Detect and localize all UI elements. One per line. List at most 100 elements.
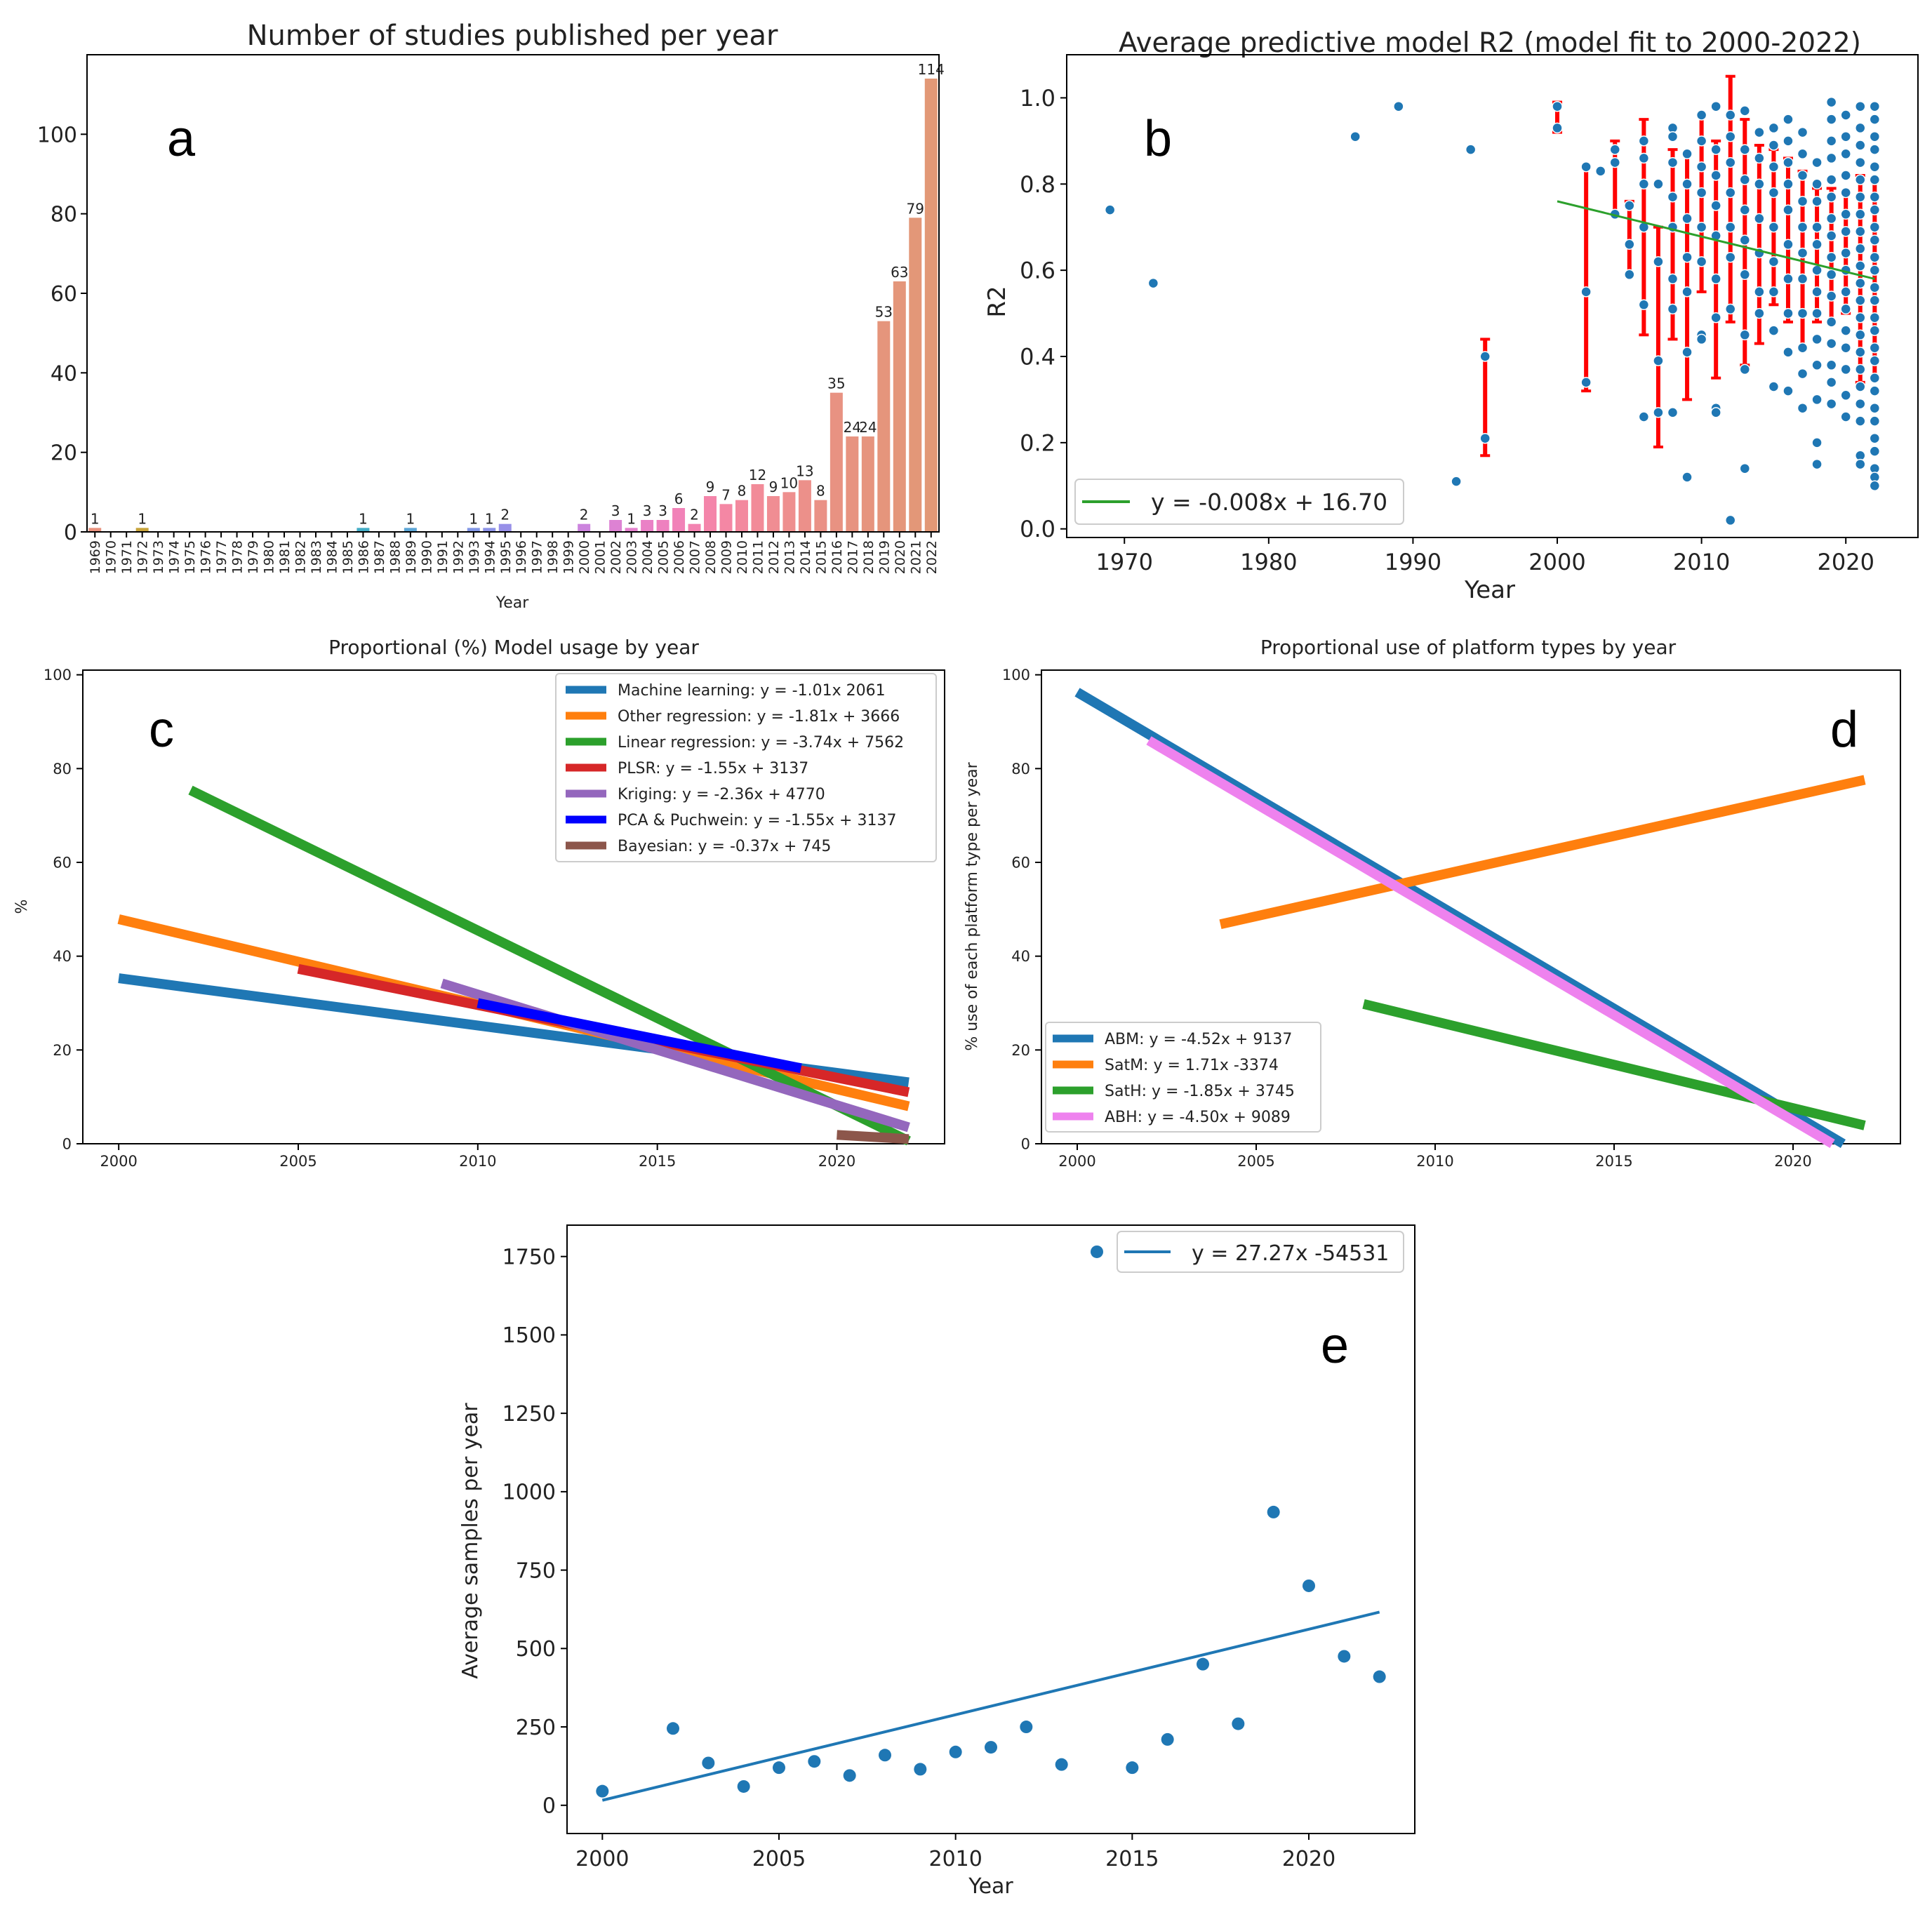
- panel-d-ylabel: % use of each platform type per year: [964, 761, 981, 1050]
- panel-c-ytick-label: 60: [53, 855, 72, 871]
- panel-b-point: [1465, 144, 1477, 155]
- panel-b-point: [1825, 290, 1837, 302]
- panel-a-xtick-label: 1972: [135, 540, 151, 574]
- panel-c-legend-label: Linear regression: y = -3.74x + 7562: [618, 734, 904, 752]
- panel-b-point: [1739, 462, 1751, 474]
- panel-a-bar: [135, 528, 149, 532]
- panel-b-point: [1754, 213, 1765, 225]
- panel-b-point: [1783, 178, 1794, 190]
- panel-b-legend: y = -0.008x + 16.70: [1074, 479, 1404, 525]
- panel-b-point: [1869, 446, 1881, 457]
- panel-a-bar-label: 24: [859, 419, 877, 436]
- panel-b-point: [1667, 303, 1679, 315]
- panel-a-xtick-label: 1983: [309, 540, 324, 574]
- panel-b-point: [1696, 256, 1707, 267]
- panel-b-point: [1840, 286, 1851, 298]
- panel-b-point: [1638, 135, 1650, 147]
- panel-b: Average predictive model R2 (model fit t…: [983, 27, 1919, 604]
- panel-b-ytick-label: 1.0: [1020, 85, 1055, 112]
- panel-b-point: [1653, 178, 1664, 190]
- panel-a-xtick-label: 1985: [340, 540, 356, 574]
- panel-b-point: [1855, 347, 1866, 358]
- panel-b-point: [1869, 114, 1881, 125]
- panel-a-bar: [641, 520, 654, 532]
- panel-c-xtick-label: 2015: [639, 1153, 676, 1170]
- panel-b-point: [1811, 265, 1823, 276]
- panel-b-point: [1350, 131, 1361, 142]
- panel-a-xtick-label: 2004: [640, 540, 655, 574]
- panel-b-title: Average predictive model R2 (model fit t…: [1119, 27, 1861, 59]
- panel-e-ytick-label: 1750: [502, 1245, 556, 1269]
- panel-b-point: [1825, 251, 1837, 263]
- panel-b-point: [1681, 347, 1693, 358]
- panel-a-xtick-label: 1971: [119, 540, 135, 574]
- panel-b-point: [1869, 265, 1881, 276]
- panel-b-point: [1797, 247, 1808, 259]
- panel-b-ytick-label: 0.0: [1020, 516, 1055, 542]
- panel-e-ytick-label: 750: [516, 1558, 556, 1583]
- panel-c-legend-label: PCA & Puchwein: y = -1.55x + 3137: [618, 812, 896, 829]
- panel-b-point: [1797, 221, 1808, 233]
- panel-b-point: [1724, 251, 1736, 263]
- panel-d-series-line: [1074, 688, 1846, 1149]
- panel-b-point: [1797, 148, 1808, 160]
- panel-b-point: [1710, 273, 1721, 285]
- panel-d: Proportional use of platform types by ye…: [964, 636, 1901, 1170]
- panel-b-legend-box: [1074, 479, 1404, 525]
- panel-c-xtick-label: 2000: [100, 1153, 137, 1170]
- panel-b-point: [1869, 432, 1881, 444]
- panel-a-bar: [704, 496, 717, 532]
- panel-b-point: [1855, 140, 1866, 151]
- panel-e-ytick-label: 1000: [502, 1481, 556, 1505]
- panel-b-point: [1724, 187, 1736, 199]
- panel-b-point: [1739, 174, 1751, 185]
- panel-a-xtick-label: 2016: [830, 540, 845, 574]
- panel-b-point: [1768, 381, 1780, 392]
- panel-b-point: [1667, 191, 1679, 203]
- panel-c-ylabel: %: [13, 900, 31, 914]
- panel-a-title: Number of studies published per year: [247, 20, 778, 52]
- panel-b-point: [1754, 286, 1765, 298]
- panel-b-point: [1479, 351, 1491, 362]
- panel-b-point: [1855, 363, 1866, 375]
- panel-b-point: [1783, 347, 1794, 358]
- panel-d-ytick-label: 20: [1011, 1042, 1030, 1059]
- panel-b-point: [1724, 221, 1736, 233]
- panel-a-bar-label: 2: [580, 507, 589, 523]
- panel-b-point: [1739, 269, 1751, 281]
- panel-b-point: [1768, 221, 1780, 233]
- panel-a-xtick-label: 2013: [782, 540, 797, 574]
- panel-b-point: [1855, 398, 1866, 410]
- panel-b-point: [1739, 105, 1751, 116]
- panel-a-xtick-label: 2018: [861, 540, 877, 574]
- panel-a-bar-label: 9: [706, 479, 715, 495]
- panel-a-xtick-label: 2009: [719, 540, 735, 574]
- panel-b-point: [1855, 277, 1866, 289]
- panel-d-xtick-label: 2015: [1595, 1153, 1632, 1170]
- panel-a-bar-label: 1: [469, 510, 478, 527]
- panel-b-point: [1681, 472, 1693, 483]
- panel-a-xtick-label: 2007: [688, 540, 703, 574]
- panel-b-point: [1710, 200, 1721, 211]
- panel-b-point: [1594, 166, 1606, 177]
- panel-a-bar: [735, 500, 748, 532]
- panel-b-point: [1855, 260, 1866, 272]
- panel-b-legend-label: y = -0.008x + 16.70: [1151, 488, 1387, 516]
- panel-d-xtick-label: 2005: [1237, 1153, 1274, 1170]
- panel-e-fit-line: [601, 1610, 1380, 1802]
- panel-b-point: [1825, 316, 1837, 328]
- panel-a-bar: [404, 528, 417, 532]
- panel-e-xtick-label: 2000: [575, 1847, 629, 1871]
- panel-e-ytick-label: 1500: [502, 1323, 556, 1348]
- panel-b-frame: [1066, 54, 1919, 538]
- panel-a-bar: [782, 492, 796, 532]
- panel-b-point: [1104, 204, 1116, 215]
- panel-a-xtick-label: 2020: [893, 540, 908, 574]
- panel-a-bar-label: 3: [611, 502, 620, 519]
- panel-c-legend-label: Other regression: y = -1.81x + 3666: [618, 708, 900, 726]
- panel-c-legend-label: Kriging: y = -2.36x + 4770: [618, 786, 825, 803]
- panel-a-ytick-label: 80: [51, 203, 77, 227]
- panel-b-point: [1825, 135, 1837, 147]
- panel-e-xtick-label: 2005: [752, 1847, 806, 1871]
- panel-b-point: [1840, 148, 1851, 160]
